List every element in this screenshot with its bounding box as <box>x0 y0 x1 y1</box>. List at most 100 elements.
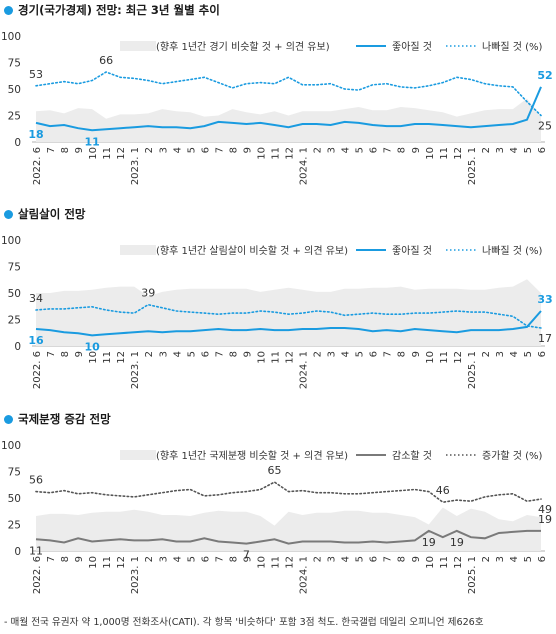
x-tick-label: 2023. 1 <box>130 351 141 389</box>
x-tick-label: 3 <box>327 147 338 153</box>
x-tick-label: 2 <box>313 351 324 357</box>
data-label: 34 <box>29 292 43 305</box>
legend-band-label: (향후 1년간 살림살이 비슷할 것 + 의견 유보) <box>156 245 348 257</box>
x-tick-label: 4 <box>341 147 352 153</box>
x-tick-label: 2025. 1 <box>467 147 478 185</box>
y-tick-label: 25 <box>8 520 21 532</box>
legend-negative-label: 나빠질 것 (%) <box>482 245 543 257</box>
x-tick-label: 10 <box>256 147 267 160</box>
neutral-band <box>36 98 541 142</box>
y-tick-label: 50 <box>8 493 21 505</box>
x-tick-label: 2024. 1 <box>299 351 310 389</box>
x-tick-label: 2 <box>313 556 324 562</box>
legend-positive-label: 좋아질 것 <box>392 245 432 257</box>
x-tick-label: 3 <box>327 351 338 357</box>
x-tick-label: 12 <box>285 351 296 364</box>
x-tick-label: 7 <box>383 147 394 153</box>
x-tick-label: 6 <box>369 147 380 153</box>
x-tick-label: 9 <box>411 351 422 357</box>
x-tick-label: 3 <box>158 351 169 357</box>
data-label: 11 <box>84 135 99 148</box>
legend-band-swatch <box>120 41 156 51</box>
bullet-icon <box>4 209 13 219</box>
x-tick-label: 4 <box>509 556 520 562</box>
x-tick-label: 8 <box>60 556 71 562</box>
y-tick-label: 75 <box>8 58 21 70</box>
x-tick-label: 12 <box>453 556 464 569</box>
x-tick-label: 9 <box>242 147 253 153</box>
x-tick-label: 9 <box>74 147 85 153</box>
x-tick-label: 10 <box>425 351 436 364</box>
x-tick-label: 8 <box>397 147 408 153</box>
x-tick-label: 12 <box>453 147 464 160</box>
data-label: 10 <box>84 340 100 353</box>
x-tick-label: 4 <box>341 556 352 562</box>
data-label: 33 <box>537 293 552 306</box>
y-tick-label: 75 <box>8 262 21 274</box>
y-tick-label: 25 <box>8 111 21 123</box>
x-tick-label: 10 <box>88 556 99 569</box>
data-label: 65 <box>267 464 281 477</box>
x-tick-label: 7 <box>46 147 57 153</box>
series-line-negative <box>35 481 542 504</box>
y-tick-label: 25 <box>8 315 21 327</box>
x-tick-label: 2022. 6 <box>32 351 43 389</box>
x-tick-label: 4 <box>509 147 520 153</box>
legend-negative-label: 증가할 것 (%) <box>482 450 543 462</box>
data-label: 18 <box>28 128 43 141</box>
x-tick-label: 10 <box>88 147 99 160</box>
section-title-household: 살림살이 전망 <box>4 206 85 222</box>
x-tick-label: 8 <box>60 147 71 153</box>
series-line-positive <box>35 529 541 545</box>
x-tick-label: 2024. 1 <box>299 556 310 594</box>
series-line-positive <box>35 310 542 337</box>
x-tick-label: 5 <box>355 351 366 357</box>
x-tick-label: 6 <box>537 351 548 357</box>
x-tick-label: 2 <box>481 556 492 562</box>
x-tick-label: 2022. 6 <box>32 147 43 185</box>
x-tick-label: 7 <box>214 351 225 357</box>
x-tick-label: 2025. 1 <box>467 351 478 389</box>
neutral-band <box>36 279 541 346</box>
section-title-economy: 경기(국가경제) 전망: 최근 3년 월별 추이 <box>4 2 220 18</box>
y-tick-label: 75 <box>8 467 21 479</box>
x-tick-label: 2 <box>144 351 155 357</box>
y-tick-label: 0 <box>14 341 21 353</box>
x-tick-label: 5 <box>186 351 197 357</box>
y-tick-label: 100 <box>1 440 21 452</box>
x-tick-label: 7 <box>46 351 57 357</box>
x-tick-label: 4 <box>341 351 352 357</box>
x-tick-label: 2023. 1 <box>130 556 141 594</box>
chart-title: 국제분쟁 증감 전망 <box>18 412 111 426</box>
data-label: 19 <box>450 536 464 549</box>
x-tick-label: 12 <box>116 147 127 160</box>
x-tick-label: 9 <box>74 556 85 562</box>
x-tick-label: 5 <box>355 556 366 562</box>
x-tick-label: 3 <box>158 556 169 562</box>
x-tick-label: 10 <box>256 351 267 364</box>
data-label: 19 <box>538 513 552 526</box>
x-tick-label: 6 <box>369 351 380 357</box>
x-tick-label: 10 <box>425 556 436 569</box>
x-tick-label: 10 <box>425 147 436 160</box>
y-tick-label: 50 <box>8 288 21 300</box>
x-tick-label: 8 <box>228 351 239 357</box>
legend-negative-label: 나빠질 것 (%) <box>482 41 543 53</box>
data-label: 39 <box>141 287 155 300</box>
x-tick-label: 7 <box>46 556 57 562</box>
x-tick-label: 2024. 1 <box>299 147 310 185</box>
x-tick-label: 5 <box>523 351 534 357</box>
legend-positive-label: 감소할 것 <box>392 450 432 462</box>
data-label: 56 <box>29 474 43 487</box>
data-label: 7 <box>243 549 250 562</box>
legend-band-label: (향후 1년간 국제분쟁 비슷할 것 + 의견 유보) <box>156 450 348 462</box>
x-tick-label: 8 <box>228 556 239 562</box>
x-tick-label: 10 <box>88 351 99 364</box>
data-label: 53 <box>29 68 43 81</box>
x-tick-label: 4 <box>172 351 183 357</box>
x-tick-label: 5 <box>355 147 366 153</box>
x-tick-label: 6 <box>200 351 211 357</box>
